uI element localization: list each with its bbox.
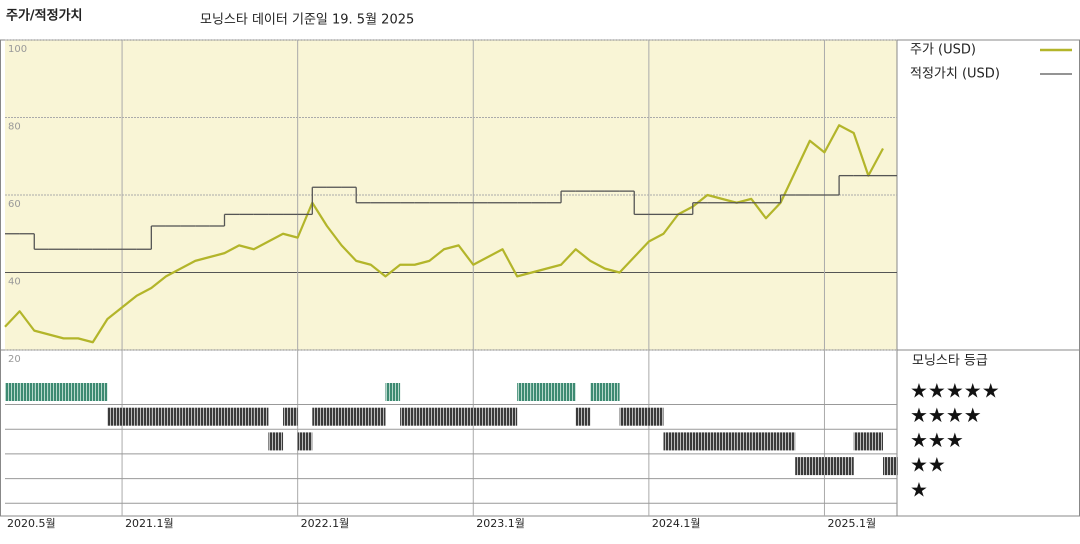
rating-block bbox=[502, 407, 518, 426]
x-tick-label: 2025.1월 bbox=[827, 517, 876, 530]
rating-block bbox=[634, 407, 649, 426]
rating-block bbox=[297, 432, 313, 451]
rating-block bbox=[195, 407, 210, 426]
y-tick-label: 20 bbox=[8, 354, 21, 365]
y-tick-label: 60 bbox=[8, 199, 21, 210]
rating-block bbox=[663, 432, 679, 451]
y-tick-label: 40 bbox=[8, 277, 21, 288]
rating-block bbox=[868, 432, 883, 451]
rating-block bbox=[5, 383, 20, 401]
rating-block bbox=[824, 457, 840, 476]
rating-block bbox=[604, 383, 620, 401]
rating-block bbox=[180, 407, 196, 426]
rating-block bbox=[765, 432, 781, 451]
rating-block bbox=[473, 407, 488, 426]
chart-subtitle: 모닝스타 데이터 기준일 19. 5월 2025 bbox=[200, 13, 414, 28]
rating-block bbox=[136, 407, 152, 426]
rating-block bbox=[370, 407, 386, 426]
rating-block bbox=[122, 407, 137, 426]
plot: 20 40 60 80 100 2020.5월 2021.1월 2022.1월 2023.1월 2… bbox=[4, 39, 1072, 530]
rating-block bbox=[107, 407, 123, 426]
rating-block bbox=[883, 457, 898, 476]
rating-block bbox=[385, 383, 401, 401]
rating-block bbox=[780, 432, 796, 451]
rating-block bbox=[92, 383, 108, 401]
x-tick-label: 2021.1월 bbox=[125, 517, 174, 530]
rating-block bbox=[268, 432, 284, 451]
rating-block bbox=[312, 407, 327, 426]
rating-block bbox=[517, 383, 532, 401]
x-tick-label: 2023.1월 bbox=[476, 517, 525, 530]
rating-block bbox=[78, 383, 93, 401]
rating-block bbox=[19, 383, 35, 401]
rating-block bbox=[356, 407, 371, 426]
rating-block bbox=[400, 407, 415, 426]
rating-block bbox=[561, 383, 576, 401]
rating-block bbox=[414, 407, 430, 426]
rating-block bbox=[326, 407, 342, 426]
rating-block bbox=[853, 432, 869, 451]
rating-level-label: ★★ bbox=[910, 453, 946, 477]
rating-block bbox=[224, 407, 240, 426]
rating-level-label: ★★★★★ bbox=[910, 379, 1000, 403]
rating-level-label: ★ bbox=[910, 477, 928, 501]
rating-block bbox=[458, 407, 474, 426]
rating-block bbox=[546, 383, 562, 401]
chart-title: 주가/적정가치 bbox=[6, 8, 83, 24]
rating-block bbox=[283, 407, 298, 426]
rating-block bbox=[341, 407, 357, 426]
rating-block bbox=[444, 407, 459, 426]
rating-block bbox=[239, 407, 254, 426]
rating-block bbox=[429, 407, 444, 426]
y-tick-label: 100 bbox=[8, 44, 27, 55]
legend-label: 주가 (USD) bbox=[910, 43, 976, 58]
rating-block bbox=[253, 407, 269, 426]
rating-block bbox=[736, 432, 752, 451]
rating-block bbox=[707, 432, 723, 451]
rating-block bbox=[531, 383, 547, 401]
rating-block bbox=[722, 432, 737, 451]
x-tick-label: 2020.5월 bbox=[7, 517, 56, 530]
rating-block bbox=[751, 432, 766, 451]
rating-block bbox=[575, 407, 591, 426]
rating-block bbox=[839, 457, 854, 476]
y-tick-label: 80 bbox=[8, 122, 21, 133]
rating-block bbox=[487, 407, 503, 426]
rating-level-label: ★★★ bbox=[910, 428, 964, 452]
rating-level-label: ★★★★ bbox=[910, 403, 982, 427]
rating-block bbox=[809, 457, 825, 476]
rating-block bbox=[48, 383, 64, 401]
rating-block bbox=[795, 457, 810, 476]
rating-block bbox=[151, 407, 166, 426]
rating-block bbox=[34, 383, 49, 401]
rating-block bbox=[678, 432, 693, 451]
rating-block bbox=[692, 432, 708, 451]
rating-block bbox=[648, 407, 664, 426]
rating-block bbox=[590, 383, 605, 401]
x-tick-label: 2022.1월 bbox=[301, 517, 350, 530]
x-tick-label: 2024.1월 bbox=[652, 517, 701, 530]
rating-block bbox=[619, 407, 635, 426]
legend-label: 적정가치 (USD) bbox=[910, 67, 1000, 82]
rating-block bbox=[209, 407, 225, 426]
rating-block bbox=[63, 383, 79, 401]
rating-title: 모닝스타 등급 bbox=[912, 354, 988, 369]
rating-block bbox=[165, 407, 181, 426]
